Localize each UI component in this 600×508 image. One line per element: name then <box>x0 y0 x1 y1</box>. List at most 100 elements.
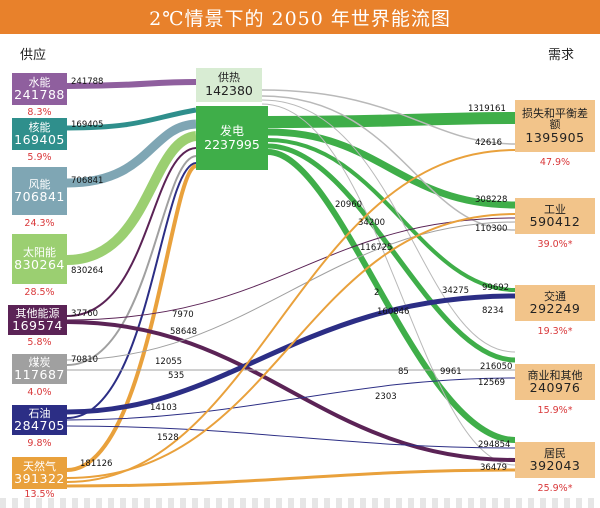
flow-label: 85 <box>398 367 409 377</box>
flow-oil-power <box>66 162 197 419</box>
sink-transport-value: 292249 <box>529 301 581 317</box>
flow-solar-power <box>66 131 198 265</box>
source-nuclear-value: 169405 <box>14 132 65 148</box>
flow-label: 34275 <box>442 286 470 296</box>
flow-label: 20960 <box>335 200 363 210</box>
node-heat: 供热 142380 <box>196 68 262 102</box>
sink-transport: 交通 292249 <box>515 285 595 321</box>
source-oil-name: 石油 <box>28 406 51 420</box>
source-gas-name: 天然气 <box>23 459 56 473</box>
source-gas-pct: 13.5% <box>24 489 55 500</box>
demand-header: 需求 <box>548 48 575 63</box>
flow-label: 160846 <box>377 307 410 317</box>
source-wind: 风能 706841 <box>12 167 67 215</box>
sink-residential-value: 392043 <box>529 458 581 474</box>
source-oil: 石油 284705 <box>12 405 67 435</box>
flow-gas-power <box>66 164 197 472</box>
sink-transport-name: 交通 <box>544 289 566 303</box>
flow-label: 110300 <box>475 224 508 234</box>
flow-label: 12055 <box>155 357 183 367</box>
flow-power-residential <box>267 149 516 443</box>
sink-residential-name: 居民 <box>544 446 566 460</box>
title-bar: 2℃情景下的 2050 年世界能流图 <box>0 0 600 34</box>
source-coal-name: 煤炭 <box>28 355 51 369</box>
source-solar-value: 830264 <box>14 257 65 273</box>
source-nuclear-pct: 5.9% <box>27 152 52 163</box>
flow-wind-power <box>66 119 197 188</box>
source-other: 其他能源 169574 <box>8 305 67 335</box>
flow-heat-commercial <box>261 99 516 353</box>
flow-label: 216050 <box>480 362 513 372</box>
source-wind-value: 706841 <box>14 189 65 205</box>
source-solar-pct: 28.5% <box>24 287 55 298</box>
flow-label: 1528 <box>157 433 179 443</box>
source-solar: 太阳能 830264 <box>12 234 67 284</box>
flow-label: 36479 <box>480 463 508 473</box>
source-other-value: 169574 <box>12 318 63 334</box>
flow-label: 9961 <box>440 367 462 377</box>
flow-label: 7970 <box>172 310 194 320</box>
sink-industry-pct: 39.0%* <box>537 239 573 250</box>
flow-label: 241788 <box>71 77 104 87</box>
node-power-value: 2237995 <box>204 136 260 152</box>
sink-industry: 工业 590412 <box>515 198 595 234</box>
source-gas-value: 391322 <box>14 471 65 487</box>
flow-coal-power <box>66 155 197 366</box>
source-oil-pct: 9.8% <box>27 438 52 449</box>
supply-header: 供应 <box>20 48 47 63</box>
flow-label: 58648 <box>170 327 198 337</box>
flow-power-industry <box>267 128 516 209</box>
flow-label: 8234 <box>482 306 504 316</box>
source-wind-pct: 24.3% <box>24 218 55 229</box>
flow-oil-residential <box>66 425 516 449</box>
flow-label: 294854 <box>478 440 511 450</box>
flow-heat-loss <box>261 89 516 145</box>
source-hydro: 水能 241788 <box>12 73 67 105</box>
sink-transport-pct: 19.3%* <box>537 326 573 337</box>
page-title: 2℃情景下的 2050 年世界能流图 <box>149 7 451 30</box>
sink-commercial: 商业和其他 240976 <box>515 364 595 400</box>
source-nuclear-name: 核能 <box>28 120 51 134</box>
source-coal-value: 117687 <box>14 367 65 383</box>
source-other-pct: 5.8% <box>27 337 52 348</box>
flow-label: 169405 <box>71 120 104 130</box>
flow-gas-residential <box>66 468 516 488</box>
source-other-name: 其他能源 <box>15 306 60 320</box>
flow-power-commercial <box>267 143 516 363</box>
flow-label: 181126 <box>80 459 113 469</box>
flow-nuclear-power <box>66 107 197 131</box>
flow-hydro-heat <box>66 79 197 89</box>
flow-gas-industry <box>66 213 516 479</box>
flow-other-industry <box>66 217 516 321</box>
flow-gas-industry-b <box>66 149 516 483</box>
flow-label: 2 <box>374 288 380 298</box>
flow-label: 99692 <box>482 283 510 293</box>
node-heat-name: 供热 <box>218 71 240 85</box>
flow-label: 1319161 <box>468 104 506 114</box>
flow-label: 706841 <box>71 176 104 186</box>
source-hydro-name: 水能 <box>28 75 51 89</box>
flow-coal-industry <box>66 221 516 361</box>
sink-loss-name: 损失和平衡差额 <box>522 106 588 132</box>
flow-label: 830264 <box>71 266 104 276</box>
source-gas: 天然气 391322 <box>12 457 67 489</box>
sink-loss-pct: 47.9% <box>539 157 571 168</box>
flow-power-transport <box>267 138 516 292</box>
sink-loss: 损失和平衡差额 1395905 <box>515 100 595 152</box>
source-wind-name: 风能 <box>28 177 51 191</box>
source-coal-pct: 4.0% <box>27 387 52 398</box>
node-power: 发电 2237995 <box>196 106 268 170</box>
source-coal: 煤炭 117687 <box>12 354 67 384</box>
flow-label: 308228 <box>475 195 508 205</box>
sink-commercial-name: 商业和其他 <box>527 368 583 382</box>
flow-label: 2303 <box>375 392 397 402</box>
footer-strip <box>0 498 600 508</box>
node-heat-value: 142380 <box>205 83 253 99</box>
flow-label: 42616 <box>475 138 503 148</box>
flow-label: 116725 <box>360 243 393 253</box>
flow-label: 70810 <box>71 355 99 365</box>
sink-residential: 居民 392043 <box>515 442 595 478</box>
source-oil-value: 284705 <box>14 418 65 434</box>
sink-commercial-value: 240976 <box>529 380 581 396</box>
